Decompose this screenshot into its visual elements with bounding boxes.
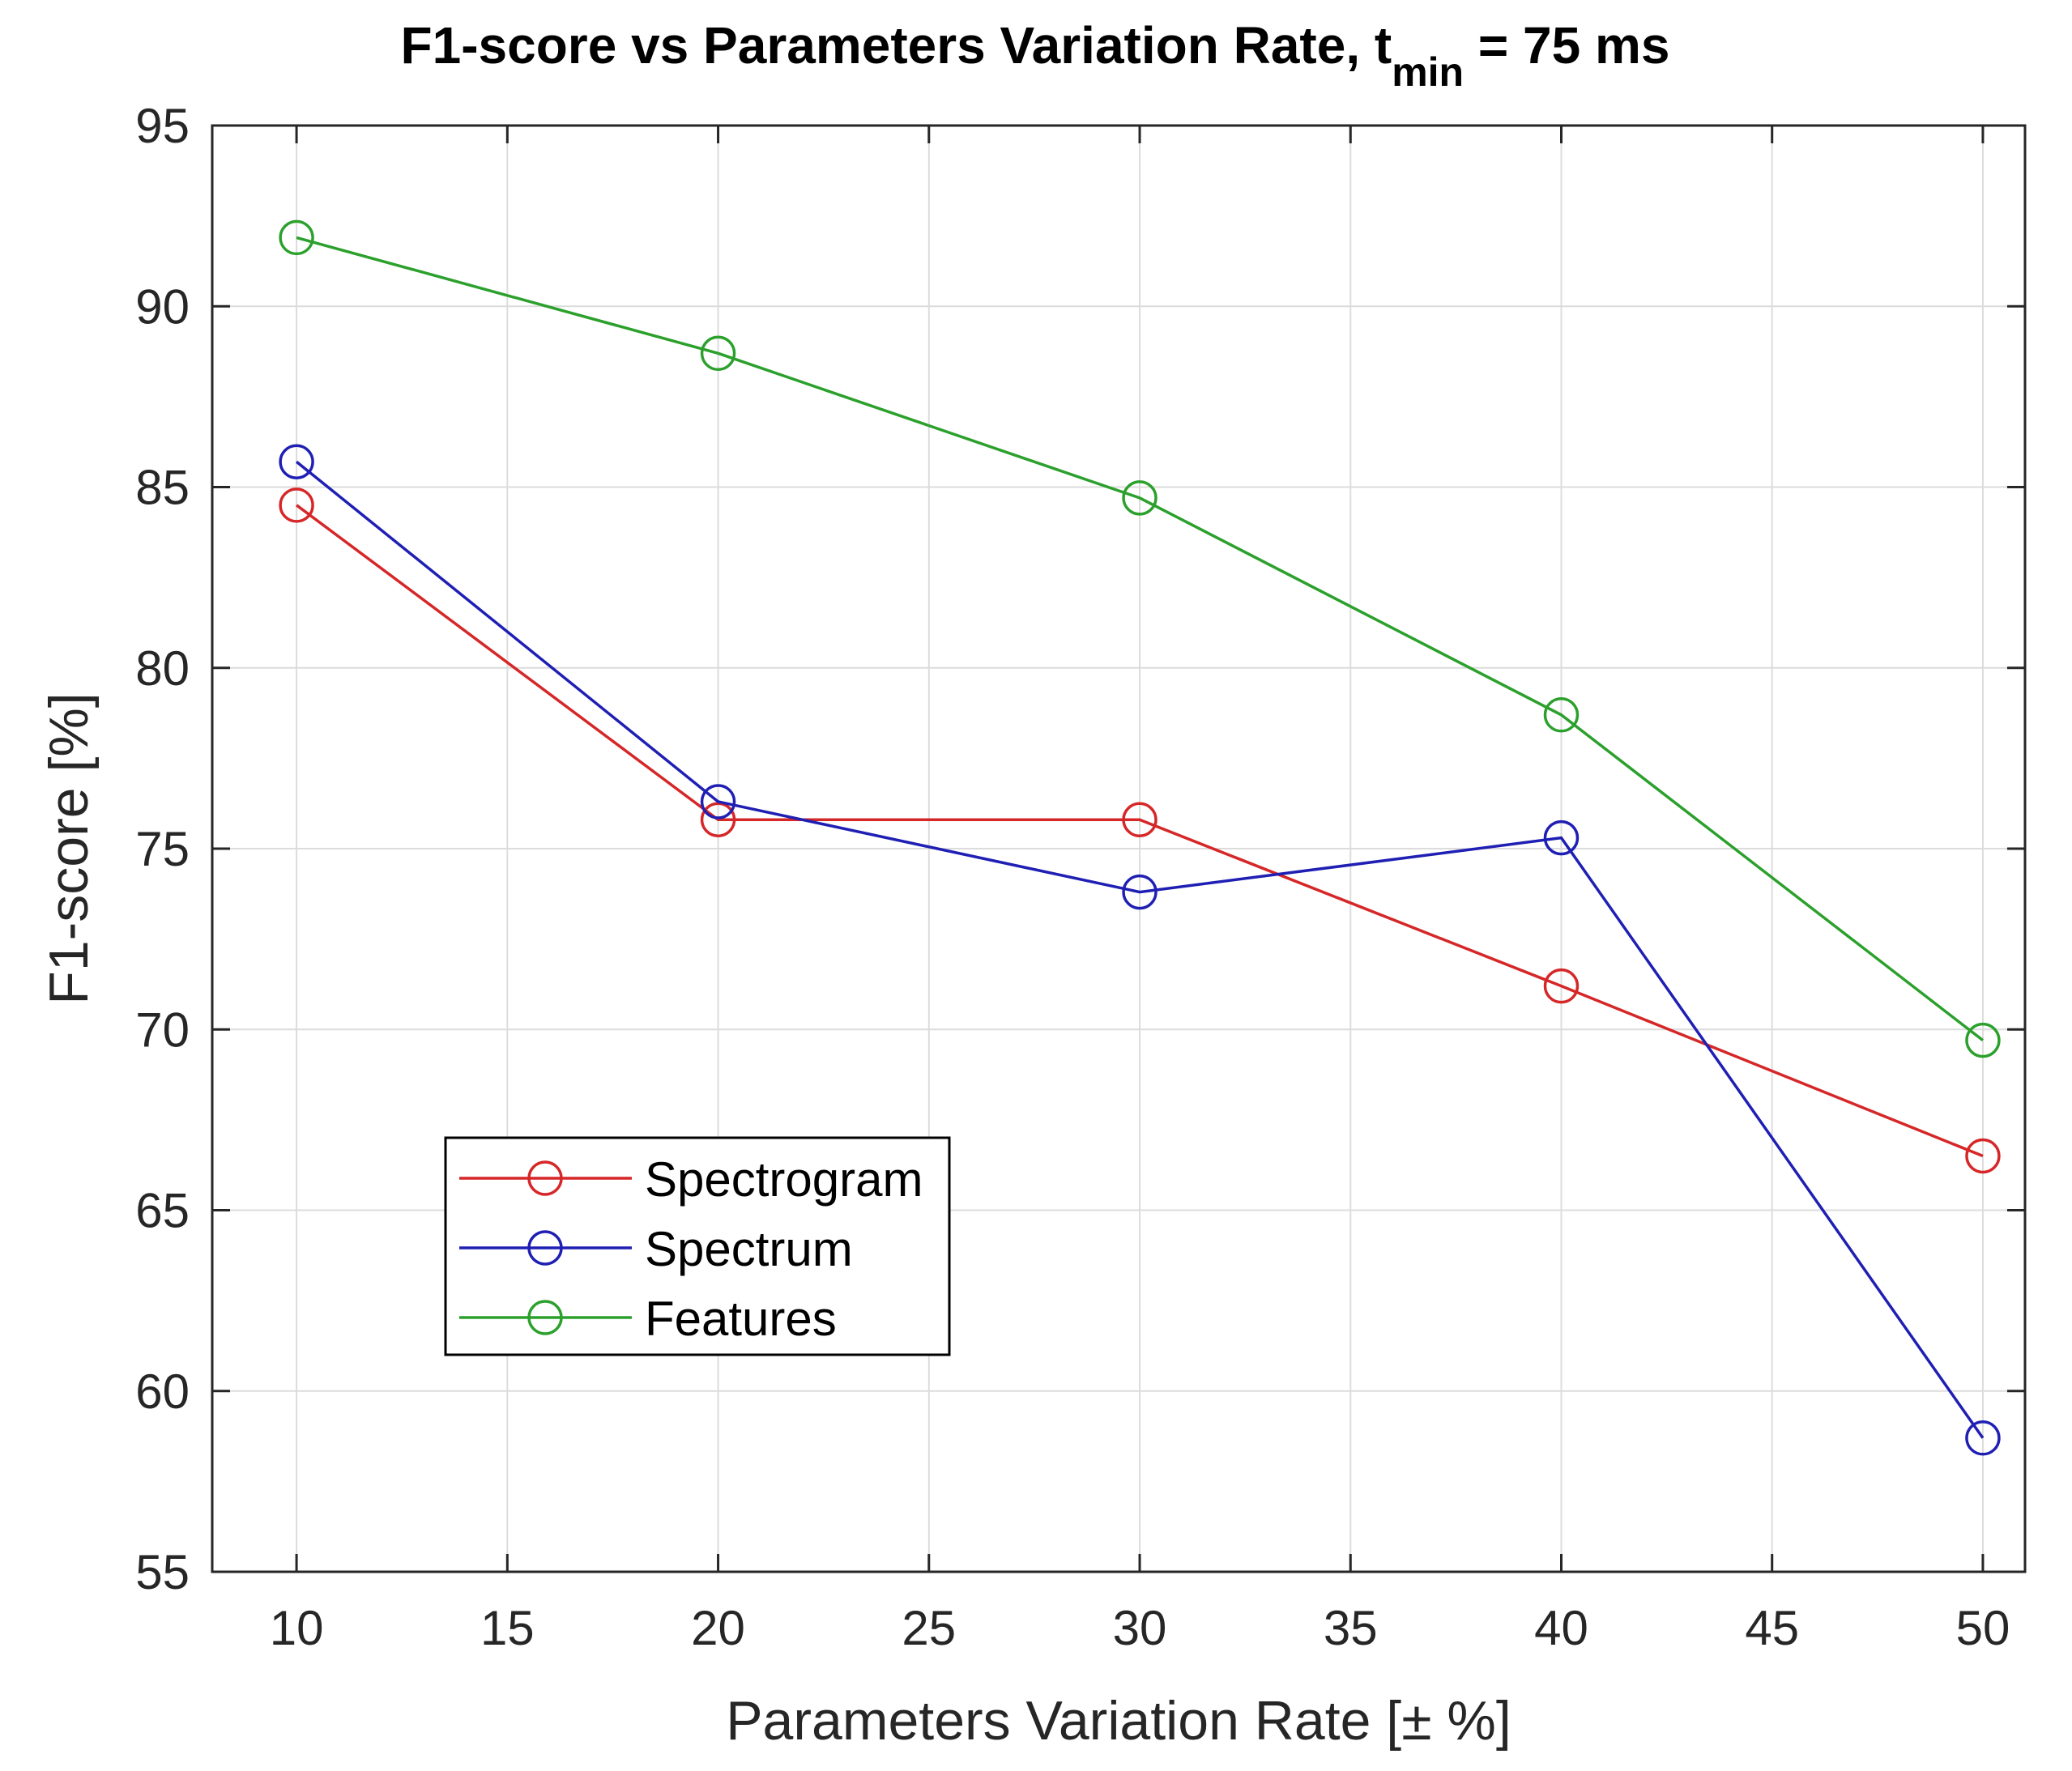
grid: [212, 125, 2025, 1573]
legend-marker-spectrum: [527, 1230, 563, 1266]
chart-title-suffix: = 75 ms: [1464, 16, 1669, 75]
series-features: [279, 219, 2001, 1058]
data-point-features: [1122, 480, 1158, 516]
data-point-spectrogram: [700, 802, 736, 838]
x-tick-label: 25: [902, 1601, 956, 1655]
chart-title-subscript: min: [1392, 49, 1464, 95]
chart-title: F1-score vs Parameters Variation Rate, t…: [401, 16, 1670, 95]
y-tick-label: 95: [135, 99, 190, 153]
x-tick-label: 40: [1534, 1601, 1588, 1655]
y-tick-label: 55: [135, 1545, 190, 1599]
data-point-spectrum: [1122, 874, 1158, 910]
data-point-features: [279, 219, 314, 256]
x-tick-label: 15: [480, 1601, 535, 1655]
legend: Spectrogram Spectrum Features: [444, 1136, 951, 1356]
series-spectrum: [279, 444, 2001, 1456]
x-tick-label: 35: [1324, 1601, 1378, 1655]
series-layer: [279, 219, 2001, 1456]
x-tick-label: 20: [691, 1601, 745, 1655]
y-tick-label: 60: [135, 1364, 190, 1419]
data-point-features: [1965, 1022, 2001, 1058]
data-point-features: [1543, 697, 1580, 733]
x-tick-label: 10: [270, 1601, 324, 1655]
axis-ticks: 10 15 20 25 30 35 40 45 50 55 60 65 70 75 80 85 90 95: [135, 99, 2025, 1655]
series-line-spectrogram: [296, 504, 1984, 1158]
data-point-spectrogram: [1965, 1138, 2001, 1174]
y-tick-label: 75: [135, 822, 190, 876]
series-line-features: [296, 236, 1985, 1042]
data-point-spectrum: [700, 784, 736, 820]
series-line-spectrum: [295, 460, 1985, 1439]
x-axis-label: Parameters Variation Rate [± %]: [726, 1690, 1511, 1752]
chart-title-main: F1-score vs Parameters Variation Rate, t: [401, 16, 1392, 75]
y-tick-label: 70: [135, 1003, 190, 1057]
data-point-spectrogram: [1122, 802, 1158, 838]
legend-label-spectrogram: Spectrogram: [645, 1152, 923, 1207]
y-tick-label: 90: [135, 279, 190, 334]
data-point-spectrum: [1965, 1420, 2001, 1456]
y-axis-label: F1-score [%]: [38, 692, 100, 1004]
legend-label-features: Features: [645, 1292, 837, 1346]
data-point-spectrum: [1543, 820, 1580, 856]
data-point-features: [700, 335, 736, 372]
data-point-spectrogram: [1543, 968, 1580, 1004]
legend-marker-spectrogram: [527, 1160, 563, 1196]
x-tick-label: 50: [1956, 1601, 2010, 1655]
y-tick-label: 80: [135, 641, 190, 696]
legend-label-spectrum: Spectrum: [645, 1222, 853, 1276]
data-point-spectrum: [279, 444, 314, 479]
x-tick-label: 45: [1745, 1601, 1799, 1655]
y-tick-label: 65: [135, 1184, 190, 1238]
series-spectrogram: [279, 487, 2001, 1174]
legend-marker-features: [527, 1300, 563, 1335]
y-tick-label: 85: [135, 461, 190, 515]
x-tick-label: 30: [1113, 1601, 1167, 1655]
data-point-spectrogram: [279, 487, 314, 523]
